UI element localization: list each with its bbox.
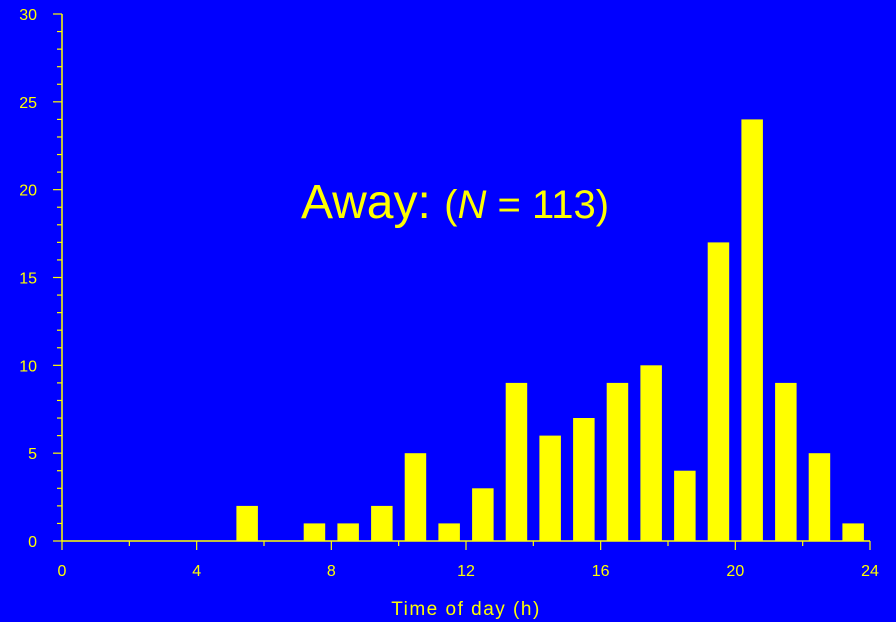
bar-hour-13: [505, 382, 528, 541]
x-tick-label: 4: [192, 563, 201, 580]
bar-hour-8: [337, 523, 359, 541]
bar-hour-19: [707, 242, 730, 541]
bar-hour-12: [472, 488, 494, 541]
bar-hour-10: [404, 453, 427, 541]
x-tick-label: 0: [58, 563, 67, 580]
bar-hour-11: [438, 523, 460, 541]
x-tick-label: 20: [726, 563, 744, 580]
bar-hour-7: [303, 523, 326, 541]
y-tick-label: 10: [19, 358, 37, 375]
x-tick-label: 12: [457, 563, 475, 580]
ticks-group: 0 4 8 12 16 20 24 0 5 10 15 20 25 30: [19, 7, 879, 580]
bar-hour-20: [741, 119, 763, 542]
annotation-suffix: = 113): [486, 183, 609, 227]
y-tick-label: 30: [19, 7, 37, 24]
x-axis-label: Time of day (h): [391, 599, 541, 620]
bar-hour-9: [371, 505, 393, 541]
x-tick-label: 24: [861, 563, 879, 580]
bar-hour-14: [539, 435, 561, 541]
y-tick-label: 25: [19, 95, 37, 112]
y-tick-label: 20: [19, 183, 37, 200]
y-tick-label: 15: [19, 271, 37, 288]
y-tick-label: 5: [28, 446, 37, 463]
bar-hour-22: [808, 453, 831, 541]
y-tick-label: 0: [28, 534, 37, 551]
bar-hour-15: [573, 418, 595, 541]
annotation-prefix: Away:: [301, 176, 444, 229]
x-tick-label: 16: [592, 563, 610, 580]
x-tick-label: 8: [327, 563, 336, 580]
bar-hour-16: [606, 382, 629, 541]
annotation-paren: (: [444, 183, 458, 227]
bar-hour-21: [775, 382, 797, 541]
sample-size-annotation: Away: (N = 113): [301, 176, 609, 229]
bars-group: [236, 119, 864, 542]
bar-hour-23: [842, 523, 864, 541]
bar-hour-5: [236, 505, 258, 541]
bar-hour-17: [640, 365, 662, 541]
annotation-italic-n: N: [457, 183, 486, 227]
bar-hour-18: [674, 470, 696, 541]
